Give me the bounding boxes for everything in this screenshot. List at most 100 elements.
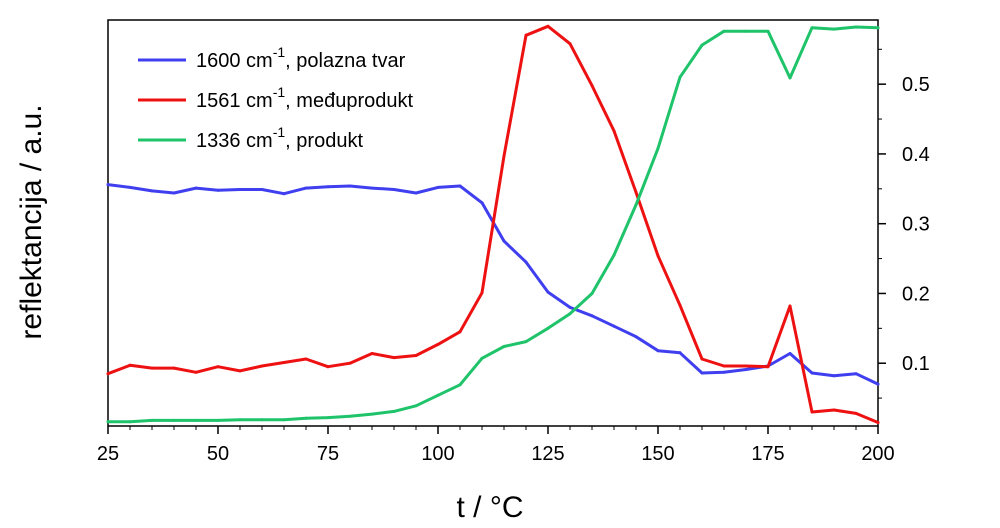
data-point bbox=[172, 418, 176, 422]
data-point bbox=[260, 188, 264, 191]
data-point bbox=[612, 253, 616, 257]
data-point bbox=[370, 352, 374, 355]
y-axis-right: 0.1 0.2 0.3 0.4 0.5 bbox=[878, 48, 930, 399]
series-2 bbox=[106, 24, 880, 424]
data-point bbox=[568, 312, 572, 316]
data-point bbox=[502, 345, 506, 348]
data-point bbox=[678, 351, 682, 355]
data-point bbox=[722, 29, 726, 33]
data-point bbox=[194, 418, 198, 422]
x-tick-label: 100 bbox=[421, 443, 454, 465]
data-point bbox=[502, 239, 506, 243]
data-point bbox=[634, 335, 638, 339]
data-point bbox=[392, 356, 396, 360]
data-point bbox=[414, 191, 418, 195]
data-point bbox=[810, 371, 814, 375]
series-line bbox=[106, 183, 880, 386]
data-point bbox=[590, 314, 594, 318]
data-point bbox=[524, 33, 528, 37]
data-point bbox=[634, 203, 638, 207]
data-point bbox=[876, 26, 880, 30]
series-line bbox=[106, 25, 880, 424]
data-point bbox=[128, 420, 132, 424]
data-point bbox=[194, 186, 198, 190]
data-point bbox=[480, 201, 484, 205]
data-point bbox=[370, 412, 374, 416]
data-point bbox=[656, 146, 660, 150]
data-point bbox=[326, 185, 330, 189]
data-point bbox=[546, 290, 550, 294]
data-point bbox=[788, 352, 792, 355]
data-point bbox=[568, 42, 572, 46]
data-point bbox=[744, 368, 748, 371]
data-point bbox=[568, 305, 572, 309]
data-point bbox=[612, 129, 616, 133]
data-point bbox=[700, 357, 704, 361]
data-point bbox=[238, 418, 242, 422]
data-point bbox=[810, 26, 814, 30]
x-axis-title: t / °C bbox=[456, 491, 523, 524]
x-tick-label: 75 bbox=[317, 443, 339, 465]
x-tick-label: 150 bbox=[641, 443, 674, 465]
x-axis: 25 50 75 100 125 150 175 200 bbox=[97, 426, 895, 465]
x-tick-label: 50 bbox=[207, 443, 229, 465]
data-point bbox=[876, 421, 880, 424]
data-point bbox=[832, 408, 836, 412]
x-tick-label: 125 bbox=[531, 443, 564, 465]
data-point bbox=[766, 365, 770, 369]
data-point bbox=[392, 188, 396, 191]
data-point bbox=[810, 410, 814, 414]
data-point bbox=[304, 416, 308, 420]
x-tick-label: 175 bbox=[751, 443, 784, 465]
series-line bbox=[106, 24, 880, 424]
data-point bbox=[634, 190, 638, 194]
y-axis-title: reflektancija / a.u. bbox=[15, 104, 48, 339]
legend-label: 1600 cm-1, polazna tvar bbox=[196, 44, 406, 72]
data-point bbox=[722, 364, 726, 368]
data-point bbox=[282, 418, 286, 422]
data-point bbox=[106, 420, 110, 424]
data-point bbox=[370, 186, 374, 190]
data-point bbox=[832, 27, 836, 31]
data-point bbox=[788, 76, 792, 80]
data-point bbox=[238, 369, 242, 373]
data-point bbox=[832, 374, 836, 378]
data-point bbox=[436, 342, 440, 346]
data-point bbox=[216, 188, 220, 192]
data-point bbox=[854, 25, 858, 29]
data-point bbox=[150, 418, 154, 422]
data-point bbox=[304, 357, 308, 361]
data-point bbox=[722, 370, 726, 374]
x-tick-label: 200 bbox=[861, 443, 894, 465]
y-tick-label: 0.2 bbox=[902, 283, 930, 305]
data-point bbox=[172, 191, 176, 195]
data-point bbox=[436, 393, 440, 397]
data-point bbox=[128, 185, 132, 189]
data-point bbox=[106, 372, 110, 376]
data-point bbox=[656, 254, 660, 258]
data-point bbox=[414, 404, 418, 408]
data-point bbox=[876, 382, 880, 386]
data-point bbox=[414, 354, 418, 357]
data-point bbox=[700, 43, 704, 47]
data-point bbox=[546, 326, 550, 330]
data-point bbox=[480, 356, 484, 360]
legend-label: 1561 cm-1, međuprodukt bbox=[196, 84, 413, 112]
data-point bbox=[458, 330, 462, 334]
data-point bbox=[172, 366, 176, 370]
x-tick-label: 25 bbox=[97, 443, 119, 465]
data-point bbox=[590, 292, 594, 295]
data-point bbox=[678, 75, 682, 79]
data-point bbox=[260, 364, 264, 368]
data-point bbox=[458, 383, 462, 387]
data-point bbox=[326, 365, 330, 369]
data-point bbox=[304, 186, 308, 190]
data-point bbox=[788, 304, 792, 308]
data-point bbox=[282, 361, 286, 364]
series-1 bbox=[106, 183, 880, 386]
y-tick-label: 0.3 bbox=[902, 214, 930, 236]
data-point bbox=[854, 411, 858, 415]
data-point bbox=[678, 303, 682, 307]
legend-label: 1336 cm-1, produkt bbox=[196, 124, 363, 152]
